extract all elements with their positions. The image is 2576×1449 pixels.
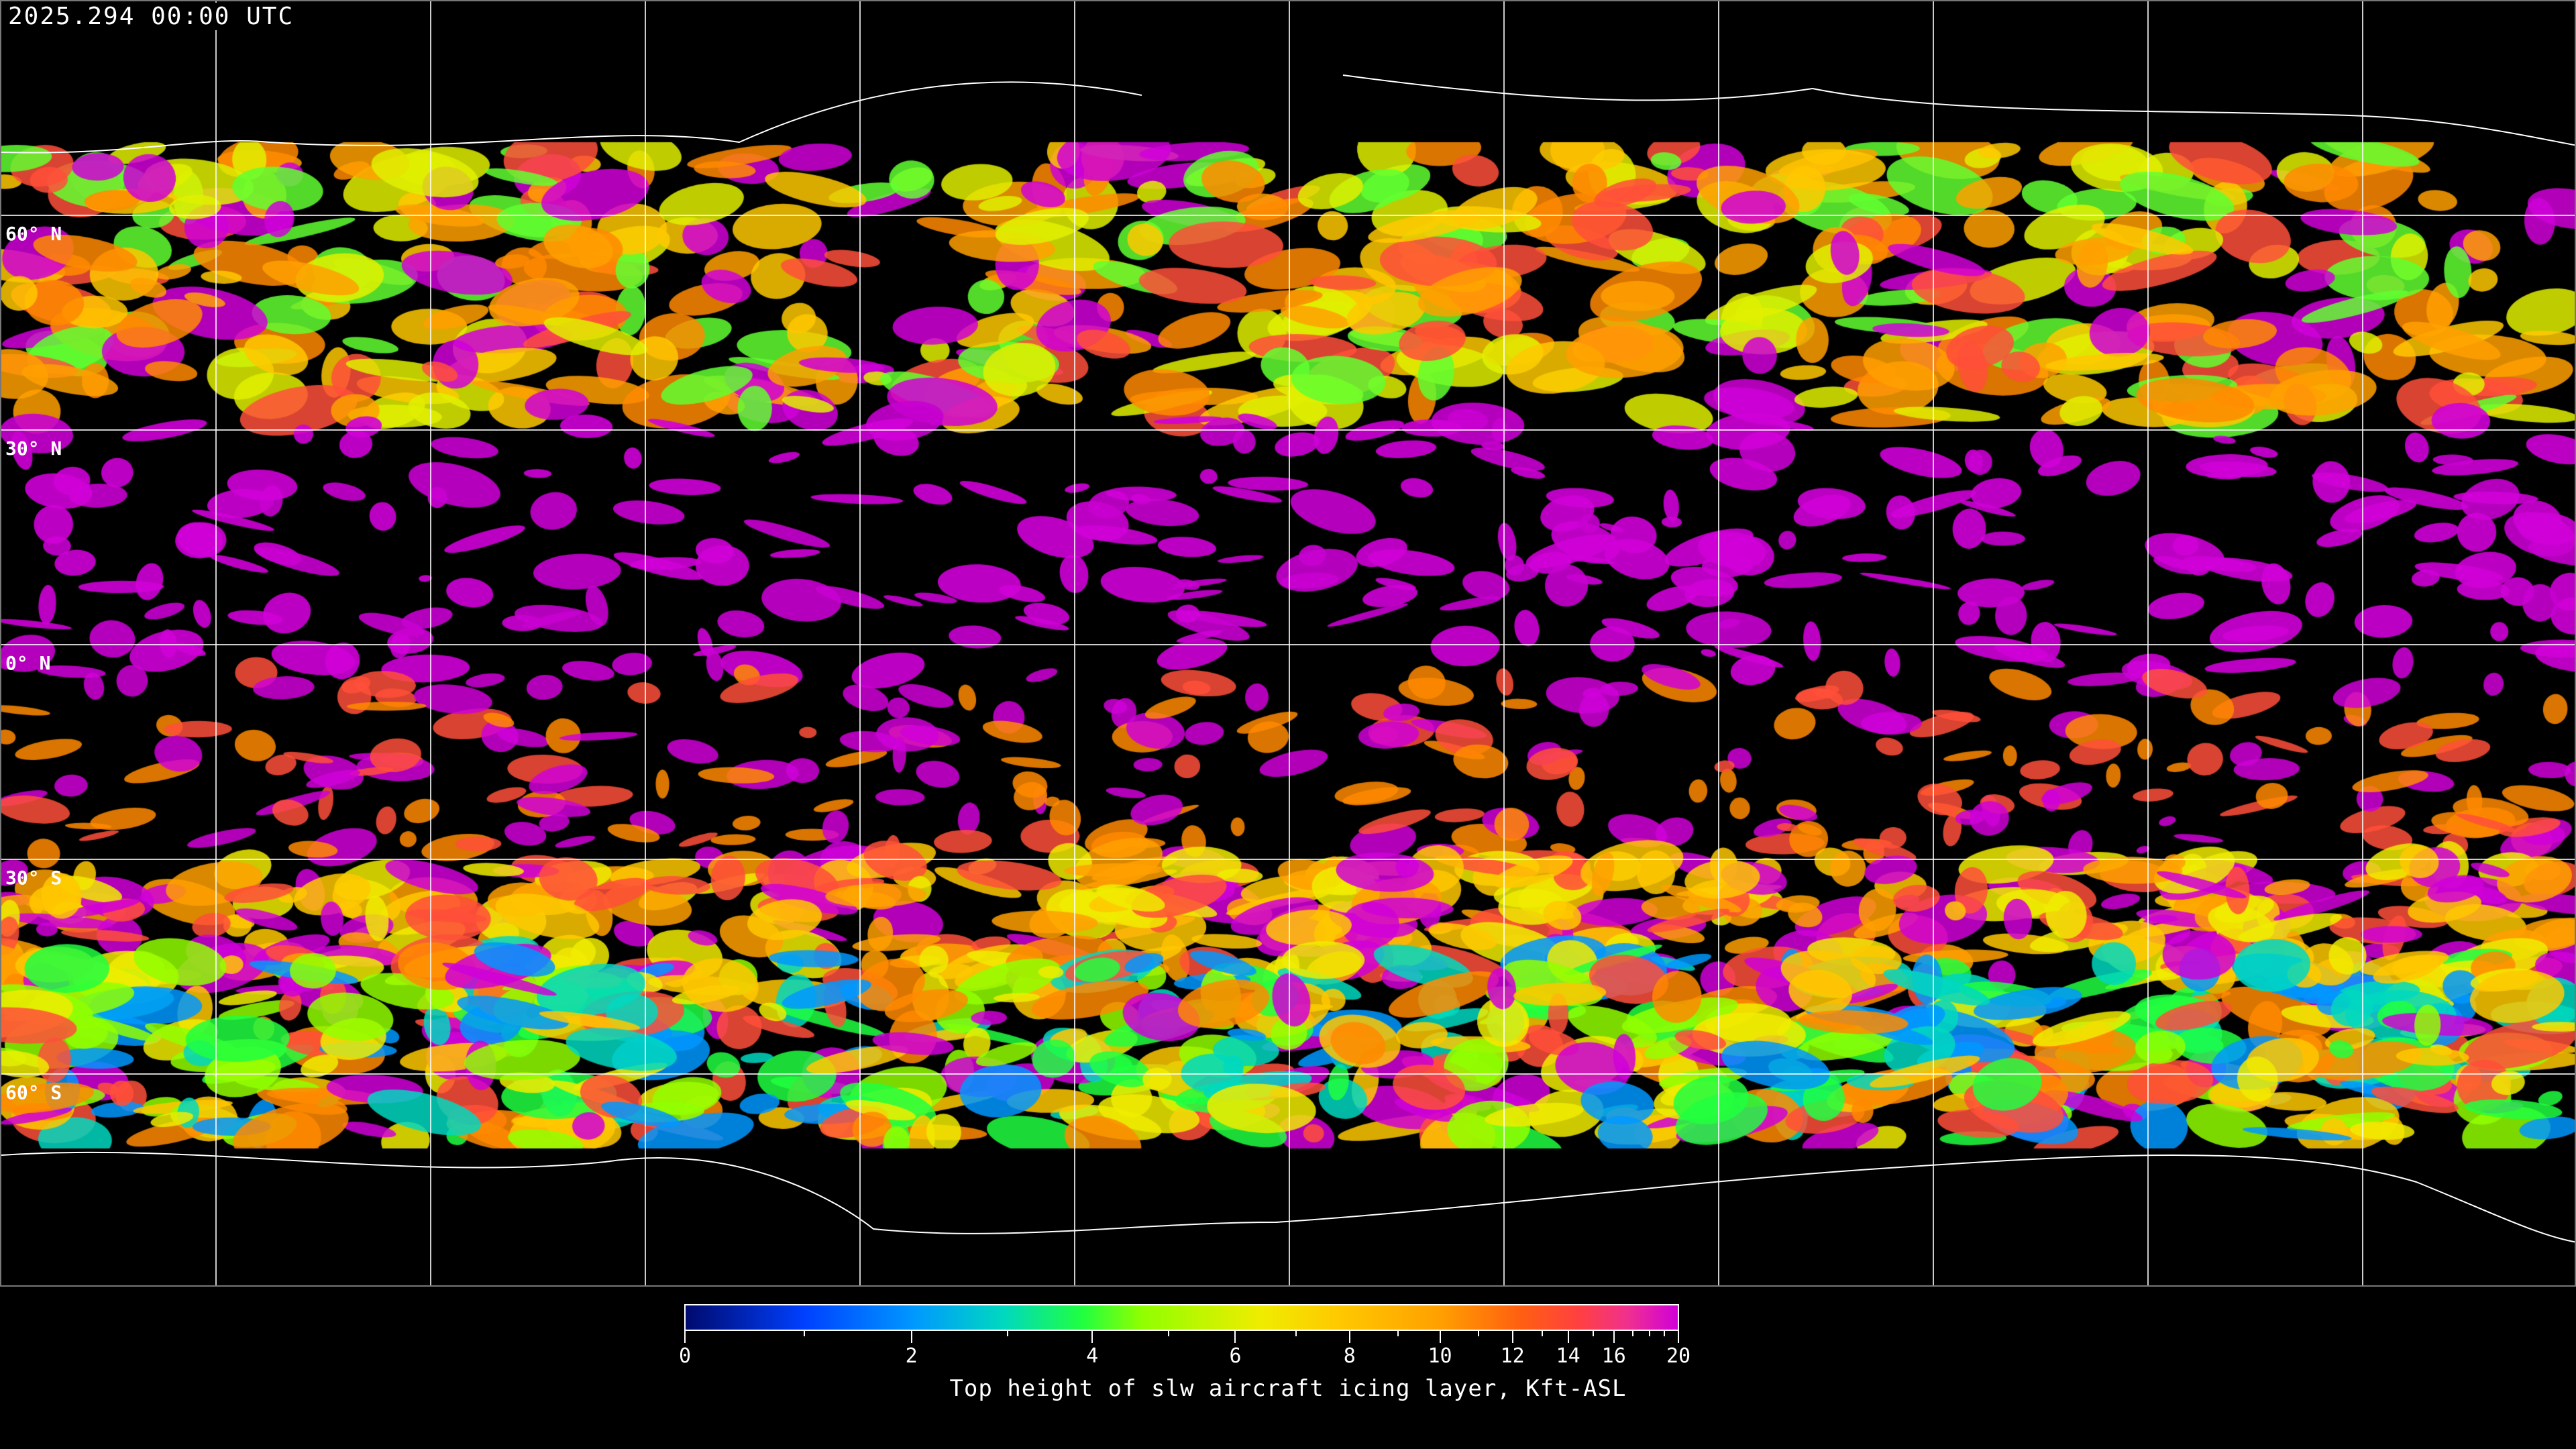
colorbar-tick [803, 1331, 805, 1336]
colorbar-tick [1567, 1331, 1569, 1343]
colorbar-tick [1613, 1331, 1615, 1343]
colorbar-tick [1439, 1331, 1441, 1343]
coastline-antarctica [1, 1151, 2575, 1243]
colorbar-tick [1234, 1331, 1236, 1343]
colorbar-tick [1091, 1331, 1093, 1343]
colorbar-tick [1397, 1331, 1399, 1336]
colorbar-tick [1542, 1331, 1544, 1336]
colorbar-tick-label: 20 [1666, 1344, 1691, 1368]
colorbar-tick-label: 4 [1086, 1344, 1099, 1368]
colorbar-tick [1348, 1331, 1350, 1343]
colorbar-tick-label: 0 [678, 1344, 692, 1368]
timestamp: 2025.294 00:00 UTC [5, 3, 297, 30]
map-panel: 2025.294 00:00 UTC 60° N 30° N 0° N 30° … [0, 0, 2576, 1287]
colorbar-tick [1168, 1331, 1170, 1336]
colorbar-tick-label: 6 [1229, 1344, 1242, 1368]
lat-label-60n: 60° N [5, 223, 62, 245]
colorbar-tick [1478, 1331, 1480, 1336]
colorbar-tick [1592, 1331, 1594, 1336]
colorbar-tick [910, 1331, 912, 1343]
coastline-arctic [1, 74, 2575, 154]
lat-lon-grid [1, 1, 2575, 1285]
colorbar-tick [684, 1331, 686, 1343]
lat-label-0n: 0° N [5, 652, 51, 674]
colorbar [684, 1304, 1679, 1331]
lat-label-30s: 30° S [5, 867, 62, 889]
lat-label-30n: 30° N [5, 437, 62, 460]
colorbar-tick-label: 16 [1601, 1344, 1626, 1368]
colorbar-tick [1295, 1331, 1297, 1336]
colorbar-tick [1649, 1331, 1651, 1336]
colorbar-tick [1664, 1331, 1666, 1336]
colorbar-tick [1678, 1331, 1679, 1343]
colorbar-tick [1007, 1331, 1009, 1336]
colorbar-tick [1631, 1331, 1633, 1336]
colorbar-tick-label: 8 [1343, 1344, 1356, 1368]
colorbar-tick-label: 14 [1556, 1344, 1580, 1368]
lat-label-60s: 60° S [5, 1081, 62, 1104]
colorbar-tick-label: 12 [1500, 1344, 1525, 1368]
colorbar-tick-label: 10 [1428, 1344, 1452, 1368]
colorbar-title: Top height of slw aircraft icing layer, … [949, 1375, 1627, 1402]
colorbar-tick-label: 2 [905, 1344, 918, 1368]
colorbar-tick [1511, 1331, 1513, 1343]
